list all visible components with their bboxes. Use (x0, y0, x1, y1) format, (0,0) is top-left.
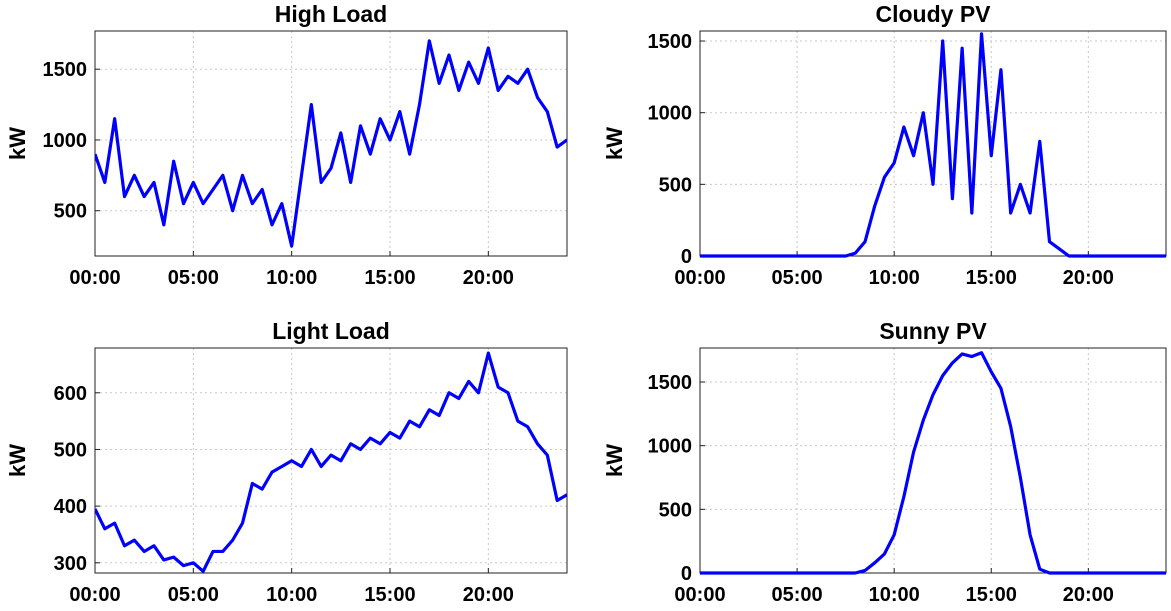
plot-frame (94, 30, 568, 257)
y-tick-label: 400 (54, 496, 87, 518)
y-tick-label: 1000 (648, 436, 693, 458)
x-tick-label: 00:00 (69, 267, 120, 289)
x-tick-label: 00:00 (674, 267, 725, 289)
x-tick-label: 20:00 (463, 584, 514, 606)
y-tick-label: 1000 (43, 130, 88, 152)
x-tick-label: 00:00 (69, 584, 120, 606)
x-tick-label: 20:00 (463, 267, 514, 289)
y-tick-label: 0 (681, 246, 692, 268)
x-tick-label: 15:00 (364, 267, 415, 289)
x-tick-label: 15:00 (364, 584, 415, 606)
y-axis-label: kW (5, 127, 30, 160)
x-tick-label: 00:00 (674, 584, 725, 606)
x-tick-label: 10:00 (869, 267, 920, 289)
y-axis-label: kW (602, 127, 627, 160)
y-tick-label: 500 (54, 201, 87, 223)
x-tick-label: 05:00 (168, 267, 219, 289)
x-tick-label: 10:00 (869, 584, 920, 606)
y-tick-label: 500 (659, 174, 692, 196)
y-axis-label: kW (5, 444, 30, 477)
data-line (95, 39, 567, 248)
data-line (700, 351, 1166, 575)
y-tick-label: 1500 (43, 59, 88, 81)
chart-title: High Load (275, 1, 387, 27)
y-tick-label: 600 (54, 383, 87, 405)
x-tick-label: 05:00 (772, 584, 823, 606)
chart-title: Cloudy PV (875, 1, 991, 27)
x-tick-label: 05:00 (168, 584, 219, 606)
plot-frame (699, 347, 1167, 574)
y-tick-label: 1500 (648, 31, 693, 53)
y-tick-label: 500 (659, 499, 692, 521)
x-tick-label: 15:00 (966, 584, 1017, 606)
y-tick-label: 500 (54, 439, 87, 461)
y-tick-label: 1000 (648, 103, 693, 125)
y-tick-label: 0 (681, 563, 692, 585)
y-axis-label: kW (602, 444, 627, 477)
x-tick-label: 10:00 (266, 584, 317, 606)
x-tick-label: 15:00 (966, 267, 1017, 289)
x-tick-label: 05:00 (772, 267, 823, 289)
plot-frame (699, 30, 1167, 257)
chart-title: Sunny PV (879, 318, 987, 344)
x-tick-label: 20:00 (1063, 584, 1114, 606)
x-tick-label: 20:00 (1063, 267, 1114, 289)
chart-title: Light Load (272, 318, 390, 344)
data-line (700, 32, 1166, 258)
x-tick-label: 10:00 (266, 267, 317, 289)
data-line (95, 351, 567, 573)
y-tick-label: 300 (54, 553, 87, 575)
plot-frame (94, 347, 568, 574)
y-tick-label: 1500 (648, 372, 693, 394)
